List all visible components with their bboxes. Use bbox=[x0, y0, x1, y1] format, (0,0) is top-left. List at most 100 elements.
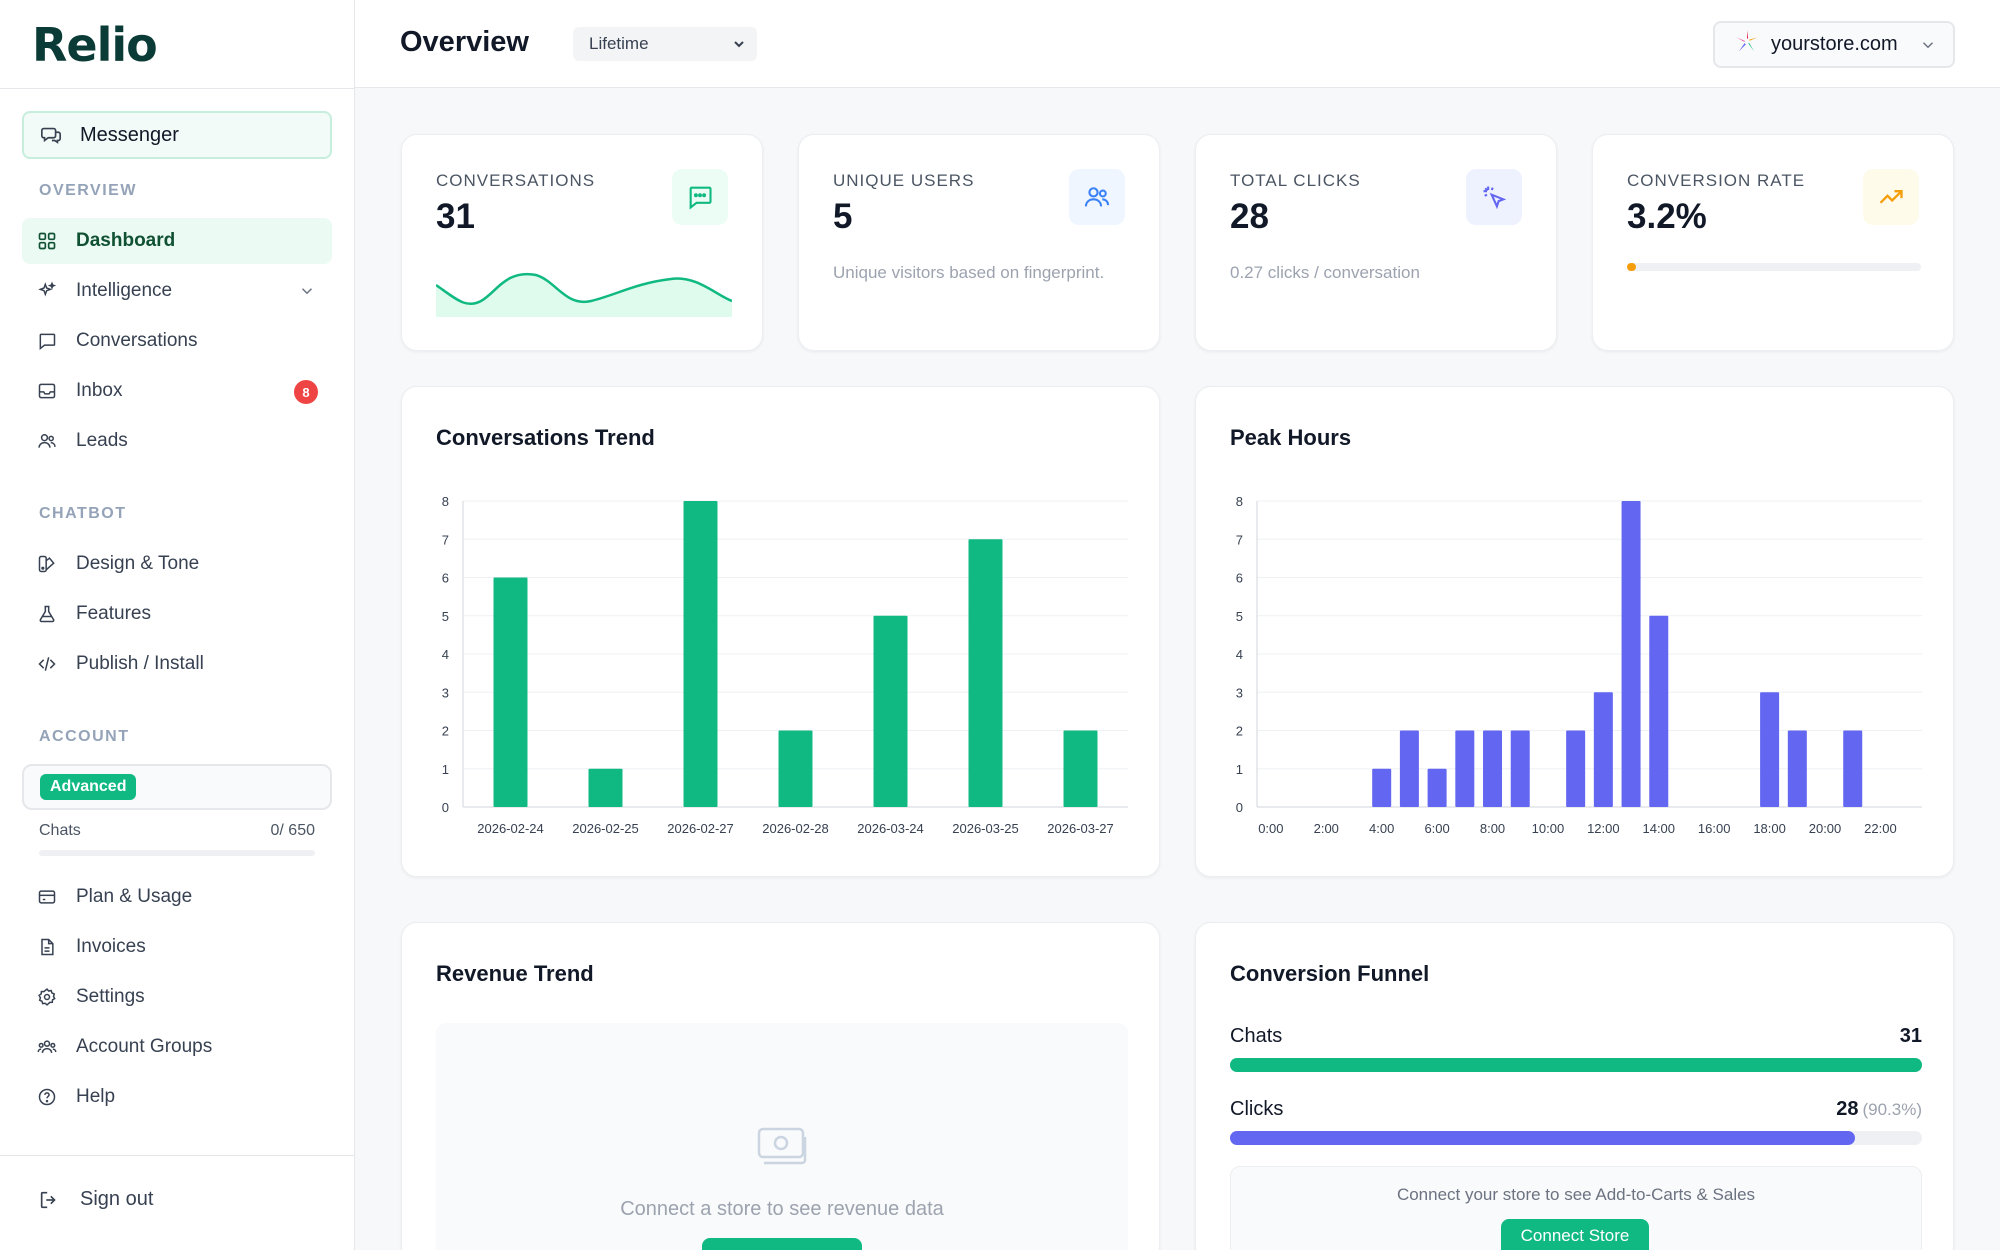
store-logo-icon bbox=[1733, 28, 1761, 61]
x-tick-label: 2026-02-25 bbox=[572, 821, 639, 836]
cursor-click-icon bbox=[1466, 169, 1522, 225]
sidebar-item-leads[interactable]: Leads bbox=[22, 418, 332, 464]
users-icon bbox=[1069, 169, 1125, 225]
period-select[interactable]: Lifetime bbox=[573, 27, 757, 61]
sidebar-item-design-tone[interactable]: Design & Tone bbox=[22, 541, 332, 587]
sidebar-item-label: Help bbox=[76, 1086, 116, 1107]
sidebar-item-account-groups[interactable]: Account Groups bbox=[22, 1024, 332, 1070]
x-tick-label: 2026-02-27 bbox=[667, 821, 734, 836]
card-title: Revenue Trend bbox=[436, 961, 594, 986]
palette-icon bbox=[36, 553, 58, 575]
bar bbox=[1455, 730, 1475, 807]
sidebar-item-publish-install[interactable]: Publish / Install bbox=[22, 641, 332, 687]
chevron-down-icon bbox=[1919, 36, 1937, 59]
x-tick-label: 22:00 bbox=[1864, 821, 1897, 836]
x-tick-label: 18:00 bbox=[1753, 821, 1786, 836]
stat-card-conversations: CONVERSATIONS 31 bbox=[401, 134, 763, 351]
y-tick-label: 5 bbox=[442, 609, 449, 624]
sidebar-item-label: Invoices bbox=[76, 936, 146, 957]
y-tick-label: 4 bbox=[1236, 647, 1243, 662]
trending-up-icon bbox=[1863, 169, 1919, 225]
connect-store-button[interactable] bbox=[702, 1238, 862, 1250]
empty-state-text: Connect a store to see revenue data bbox=[620, 1198, 944, 1220]
stat-value: 28 bbox=[1230, 197, 1269, 236]
bar bbox=[1427, 768, 1447, 807]
connect-store-button[interactable]: Connect Store bbox=[1501, 1219, 1649, 1250]
y-tick-label: 6 bbox=[1236, 571, 1243, 586]
funnel-percent: (90.3%) bbox=[1862, 1100, 1922, 1119]
x-tick-label: 4:00 bbox=[1369, 821, 1394, 836]
x-tick-label: 2026-02-24 bbox=[477, 821, 544, 836]
y-tick-label: 0 bbox=[442, 800, 449, 815]
y-tick-label: 5 bbox=[1236, 609, 1243, 624]
section-title-account: ACCOUNT bbox=[39, 728, 130, 745]
sidebar-item-features[interactable]: Features bbox=[22, 591, 332, 637]
inbox-count-badge: 8 bbox=[294, 380, 318, 404]
sidebar-item-settings[interactable]: Settings bbox=[22, 974, 332, 1020]
sidebar-item-inbox[interactable]: Inbox 8 bbox=[22, 368, 332, 414]
period-value: Lifetime bbox=[589, 34, 649, 53]
y-tick-label: 3 bbox=[1236, 685, 1243, 700]
card-title: Conversion Funnel bbox=[1230, 961, 1430, 986]
chats-value: 0/ 650 bbox=[270, 822, 315, 839]
bar bbox=[873, 615, 908, 807]
x-tick-label: 6:00 bbox=[1424, 821, 1449, 836]
revenue-trend-card: Revenue Trend Connect a store to see rev… bbox=[401, 922, 1160, 1250]
bar bbox=[493, 577, 528, 807]
sidebar-item-help[interactable]: Help bbox=[22, 1074, 332, 1120]
flask-icon bbox=[36, 603, 58, 625]
bar bbox=[1649, 615, 1669, 807]
plan-box[interactable]: Advanced bbox=[22, 764, 332, 810]
x-tick-label: 0:00 bbox=[1258, 821, 1283, 836]
chart-title: Peak Hours bbox=[1230, 425, 1352, 450]
sign-out-label: Sign out bbox=[80, 1188, 154, 1210]
messenger-selector[interactable]: Messenger bbox=[22, 111, 332, 159]
sidebar-item-conversations[interactable]: Conversations bbox=[22, 318, 332, 364]
document-icon bbox=[36, 936, 58, 958]
stat-label: UNIQUE USERS bbox=[833, 171, 975, 190]
help-icon bbox=[36, 1086, 58, 1108]
x-tick-label: 2026-03-25 bbox=[952, 821, 1019, 836]
chart-title: Conversations Trend bbox=[436, 425, 655, 450]
funnel-bar bbox=[1230, 1131, 1922, 1145]
funnel-bar bbox=[1230, 1058, 1922, 1072]
store-selector[interactable]: yourstore.com bbox=[1713, 21, 1955, 68]
revenue-empty-state: Connect a store to see revenue data bbox=[436, 1023, 1128, 1250]
sidebar-item-label: Features bbox=[76, 603, 151, 624]
stat-note: Unique visitors based on fingerprint. bbox=[833, 263, 1105, 282]
sidebar: Relio Messenger OVERVIEW Dashboard Intel… bbox=[0, 0, 355, 1250]
x-tick-label: 20:00 bbox=[1809, 821, 1842, 836]
sidebar-item-invoices[interactable]: Invoices bbox=[22, 924, 332, 970]
funnel-bar-fill bbox=[1230, 1058, 1922, 1072]
logo[interactable]: Relio bbox=[32, 18, 158, 72]
sidebar-item-label: Publish / Install bbox=[76, 653, 204, 674]
sidebar-item-label: Plan & Usage bbox=[76, 886, 193, 907]
x-tick-label: 8:00 bbox=[1480, 821, 1505, 836]
peak-hours-card: Peak Hours 0 1 2 3 4 5 6 7 8 0:00 2:00 4:00 6:00 8:00… bbox=[1195, 386, 1954, 877]
sidebar-item-dashboard[interactable]: Dashboard bbox=[22, 218, 332, 264]
stat-value: 5 bbox=[833, 197, 853, 236]
bar bbox=[683, 501, 718, 807]
y-tick-label: 7 bbox=[1236, 532, 1243, 547]
sign-out-icon bbox=[38, 1189, 60, 1211]
stat-note: 0.27 clicks / conversation bbox=[1230, 263, 1420, 282]
sidebar-item-intelligence[interactable]: Intelligence bbox=[22, 268, 332, 314]
funnel-value: 28 bbox=[1836, 1098, 1859, 1120]
sparkles-icon bbox=[36, 280, 58, 302]
bar bbox=[1621, 501, 1641, 807]
chevron-down-icon[interactable] bbox=[298, 282, 316, 305]
divider bbox=[0, 88, 355, 89]
bar bbox=[1843, 730, 1863, 807]
stat-card-conversion-rate: CONVERSION RATE 3.2% bbox=[1592, 134, 1954, 351]
bar bbox=[1787, 730, 1807, 807]
stat-value: 31 bbox=[436, 197, 475, 236]
sidebar-item-label: Leads bbox=[76, 430, 128, 451]
sidebar-item-plan-usage[interactable]: Plan & Usage bbox=[22, 874, 332, 920]
sidebar-item-label: Conversations bbox=[76, 330, 198, 351]
bar bbox=[1566, 730, 1586, 807]
sign-out-button[interactable]: Sign out bbox=[38, 1188, 153, 1211]
bar bbox=[968, 539, 1003, 807]
conversion-rate-bar bbox=[1627, 263, 1921, 271]
y-tick-label: 2 bbox=[442, 724, 449, 739]
bar bbox=[588, 768, 623, 807]
